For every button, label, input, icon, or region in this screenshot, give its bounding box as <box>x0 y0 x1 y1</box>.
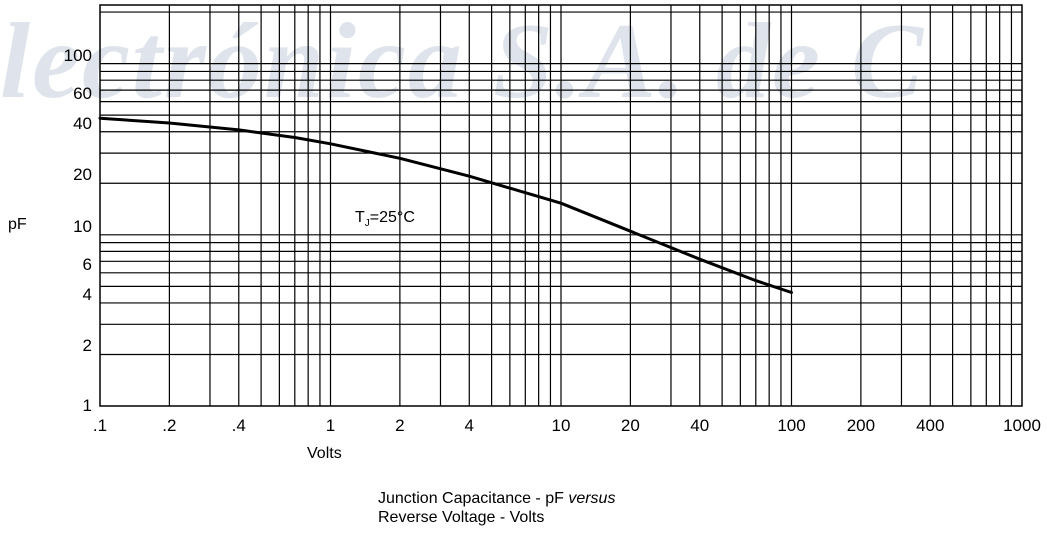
y-tick-label: 100 <box>63 45 92 65</box>
caption-line-1: Junction Capacitance - pF <box>378 490 569 507</box>
horizontal-gridlines <box>100 11 1022 356</box>
y-tick-label: 2 <box>82 336 92 356</box>
y-axis-label: pF <box>8 216 27 233</box>
x-tick-label: 200 <box>846 416 876 435</box>
x-tick-label: 1000 <box>1003 416 1041 435</box>
x-tick-label: 10 <box>551 416 571 435</box>
y-tick-label: 6 <box>82 254 92 274</box>
chart-caption: Junction Capacitance - pF versus Reverse… <box>378 489 615 527</box>
x-tick-label: 40 <box>690 416 710 435</box>
caption-line-2: Reverse Voltage - Volts <box>378 509 545 526</box>
x-axis-label: Volts <box>307 445 342 462</box>
vertical-gridlines <box>168 5 1013 406</box>
y-tick-label: 40 <box>73 113 92 133</box>
caption-versus: versus <box>568 490 616 507</box>
capacitance-curve <box>98 116 793 294</box>
x-tick-label: 4 <box>464 416 474 435</box>
y-tick-label: 4 <box>82 284 92 304</box>
x-tick-label: 400 <box>916 416 945 435</box>
x-tick-label: .2 <box>162 416 177 435</box>
y-tick-label: 60 <box>73 83 92 103</box>
x-tick-label: 100 <box>777 416 806 435</box>
x-tick-label: .4 <box>231 416 246 435</box>
y-tick-label: 1 <box>82 396 92 415</box>
junction-temperature-annotation: TJ=25°C <box>355 209 415 230</box>
x-tick-label: 2 <box>395 416 405 435</box>
y-tick-label: 20 <box>73 165 92 185</box>
x-tick-label: 20 <box>620 416 640 435</box>
x-tick-label: .1 <box>92 416 108 435</box>
x-tick-label: 1 <box>325 416 336 435</box>
plot-frame <box>99 4 1023 407</box>
y-tick-label: 10 <box>73 216 92 236</box>
